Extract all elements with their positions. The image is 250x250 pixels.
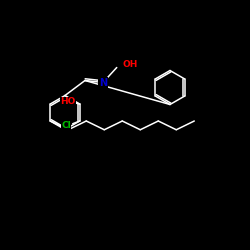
Text: Cl: Cl bbox=[61, 122, 71, 130]
Text: OH: OH bbox=[122, 60, 138, 69]
Text: N: N bbox=[99, 78, 107, 88]
Text: HO: HO bbox=[60, 97, 76, 106]
